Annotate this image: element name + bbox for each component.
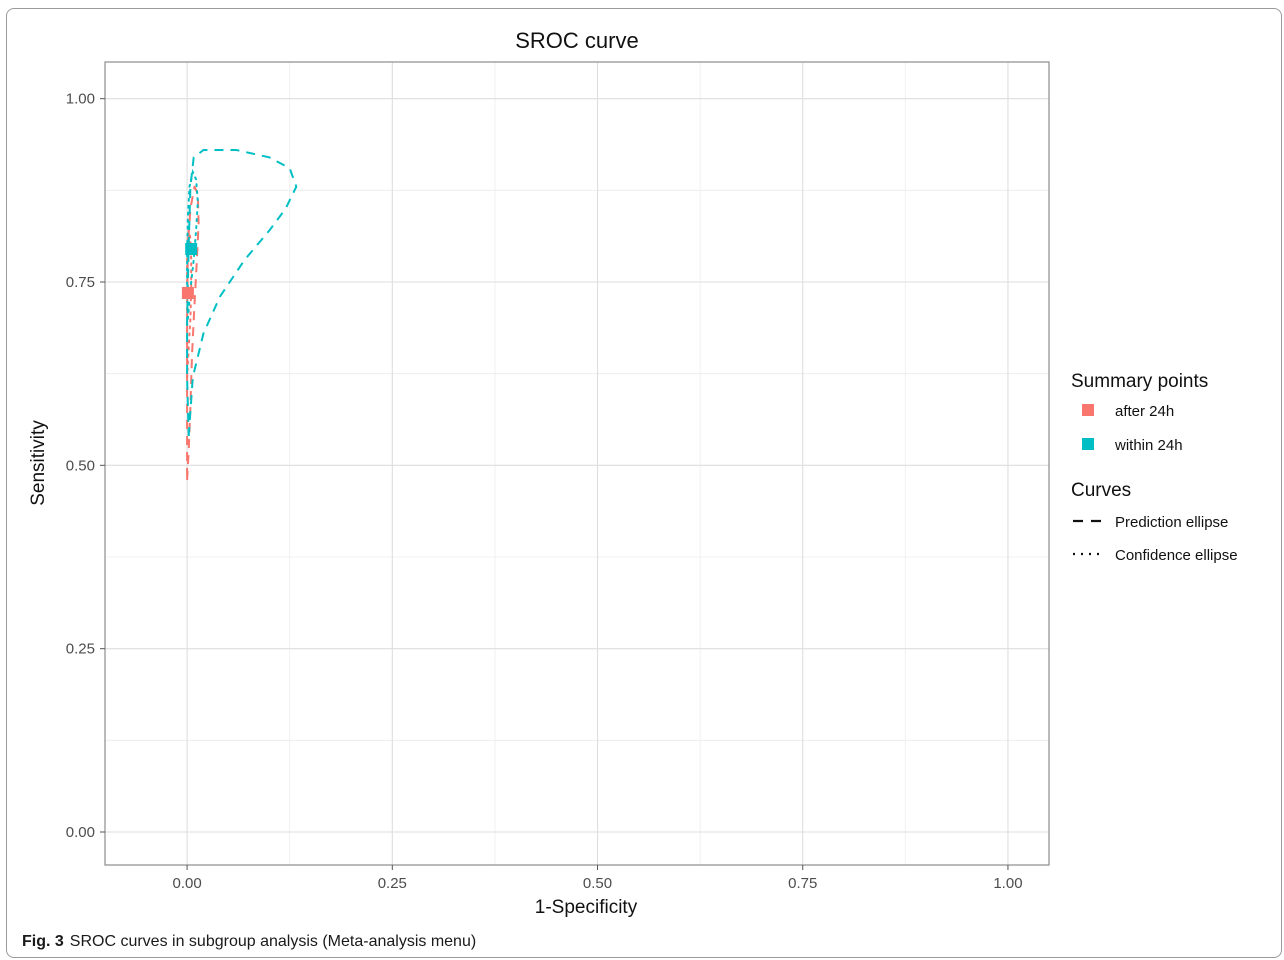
y-tick-label: 0.50 — [66, 457, 95, 474]
figure-caption: Fig. 3 SROC curves in subgroup analysis (… — [22, 933, 476, 951]
grid-layer — [105, 62, 1049, 865]
legend-label-confidence-ellipse: Confidence ellipse — [1115, 547, 1238, 564]
curve-layer — [186, 149, 298, 481]
x-tick-label: 0.75 — [788, 875, 817, 892]
figure-frame — [6, 8, 1282, 958]
x-tick-label: 0.00 — [172, 875, 201, 892]
legend-curves-title: Curves — [1071, 480, 1131, 501]
legend: Summary points after 24h within 24h Curv… — [1071, 371, 1238, 564]
point-layer — [181, 243, 198, 299]
y-tick-label: 0.25 — [66, 641, 95, 658]
summary-point-series-0 — [181, 287, 194, 299]
legend-key-after-24h — [1082, 404, 1094, 416]
figure-label: Fig. 3 — [22, 933, 64, 950]
legend-points-title: Summary points — [1071, 371, 1208, 392]
legend-label-within-24h: within 24h — [1114, 437, 1183, 454]
figure-caption-text: SROC curves in subgroup analysis (Meta-a… — [69, 933, 477, 950]
x-axis-title: 1-Specificity — [535, 897, 638, 918]
tick-layer: 0.00 0.25 0.50 0.75 1.00 0.00 0.25 0.50 0.75 1.00 — [66, 91, 1023, 892]
summary-point-series-1 — [185, 243, 198, 255]
y-axis-title: Sensitivity — [28, 420, 49, 506]
x-tick-label: 0.25 — [378, 875, 407, 892]
y-tick-label: 0.75 — [66, 274, 95, 291]
x-tick-label: 0.50 — [583, 875, 612, 892]
y-tick-label: 0.00 — [66, 824, 95, 841]
x-tick-label: 1.00 — [993, 875, 1022, 892]
y-tick-label: 1.00 — [66, 91, 95, 108]
legend-label-prediction-ellipse: Prediction ellipse — [1115, 514, 1228, 531]
prediction-ellipse-series-1 — [186, 149, 298, 437]
chart-title: SROC curve — [515, 28, 638, 53]
legend-key-within-24h — [1082, 438, 1094, 450]
legend-label-after-24h: after 24h — [1115, 403, 1174, 420]
plot-panel-border — [104, 61, 1050, 866]
